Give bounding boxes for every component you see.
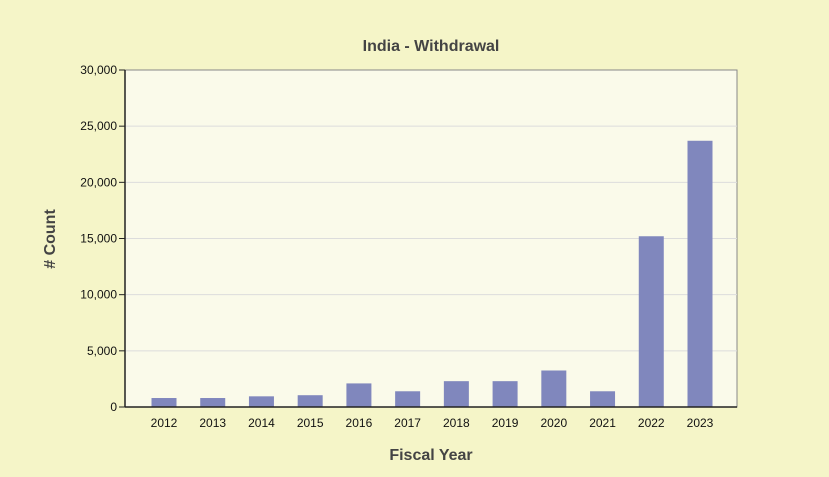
bar-2021[interactable] [590, 391, 616, 407]
bar-2013[interactable] [200, 398, 226, 407]
bar-2012[interactable] [151, 398, 177, 407]
x-tick-label: 2013 [199, 416, 226, 430]
gridlines [125, 125, 737, 352]
x-tick-label: 2020 [540, 416, 567, 430]
x-tick-label: 2014 [248, 416, 275, 430]
y-tick-label: 5,000 [87, 344, 117, 358]
y-tick-label: 20,000 [80, 175, 117, 189]
y-axis: 0 5,000 10,000 15,000 20,000 25,000 30,000 [80, 63, 126, 414]
bar-2017[interactable] [395, 391, 421, 407]
bar-2016[interactable] [346, 383, 372, 407]
bar-2019[interactable] [492, 381, 518, 407]
x-tick-label: 2022 [638, 416, 665, 430]
x-tick-label: 2012 [151, 416, 178, 430]
bar-2022[interactable] [638, 236, 664, 407]
x-tick-label: 2018 [443, 416, 470, 430]
y-tick-label: 25,000 [80, 119, 117, 133]
bar-2014[interactable] [248, 396, 274, 407]
x-tick-label: 2019 [492, 416, 519, 430]
x-tick-label: 2021 [589, 416, 616, 430]
x-tick-label: 2017 [394, 416, 421, 430]
x-axis-title: Fiscal Year [389, 447, 472, 464]
bar-2015[interactable] [297, 395, 323, 407]
x-tick-label: 2016 [346, 416, 373, 430]
bar-2023[interactable] [687, 140, 713, 407]
x-axis: 2012 2013 2014 2015 2016 2017 2018 2019 2020 2021… [125, 406, 737, 430]
bar-2018[interactable] [443, 381, 469, 407]
x-tick-label: 2015 [297, 416, 324, 430]
chart-title: India - Withdrawal [363, 38, 500, 55]
y-axis-title: # Count [42, 209, 59, 269]
y-tick-label: 10,000 [80, 288, 117, 302]
x-tick-label: 2023 [687, 416, 714, 430]
y-tick-label: 30,000 [80, 63, 117, 77]
y-tick-label: 15,000 [80, 232, 117, 246]
bars [151, 140, 713, 407]
y-tick-label: 0 [110, 400, 117, 414]
bar-2020[interactable] [541, 370, 567, 407]
